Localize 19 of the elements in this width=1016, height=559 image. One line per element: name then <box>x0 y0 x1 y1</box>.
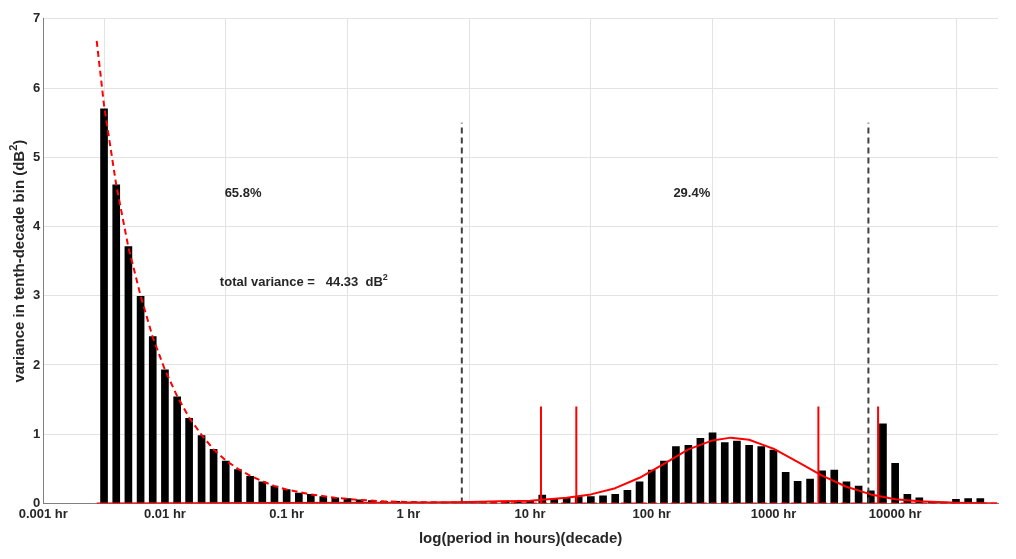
y-tick-label: 7 <box>33 10 41 26</box>
x-tick-label: 100 hr <box>632 505 671 521</box>
x-tick-label: 1 hr <box>396 505 421 521</box>
x-tick-label: 1000 hr <box>750 505 797 521</box>
annotation: 65.8% <box>224 184 262 200</box>
y-axis-title: variance in tenth-decade bin (dB2) <box>7 139 28 383</box>
x-axis-title: log(period in hours)(decade) <box>418 529 623 547</box>
y-tick-label: 1 <box>33 425 41 441</box>
y-tick-label: 2 <box>33 356 41 372</box>
y-tick-label: 5 <box>33 148 41 164</box>
x-tick-label: 0.01 hr <box>143 505 186 521</box>
y-tick-label: 3 <box>33 287 41 303</box>
y-tick-label: 6 <box>33 79 41 95</box>
x-tick-label: 10000 hr <box>868 505 922 521</box>
y-tick-label: 4 <box>33 218 41 234</box>
x-tick-label: 10 hr <box>514 505 546 521</box>
x-tick-label: 0.1 hr <box>269 505 304 521</box>
y-tick-label: 0 <box>33 494 41 510</box>
annotation: 29.4% <box>673 184 711 200</box>
